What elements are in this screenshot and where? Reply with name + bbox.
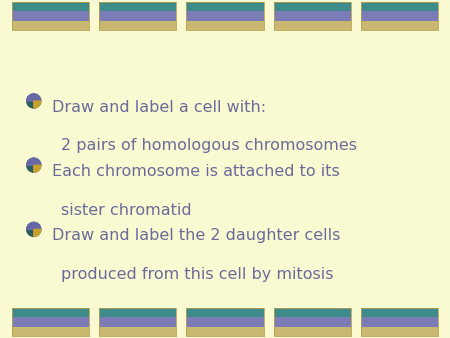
Bar — [361, 308, 438, 336]
Bar — [186, 2, 264, 11]
Bar — [361, 327, 438, 336]
Text: sister chromatid: sister chromatid — [61, 203, 191, 218]
Circle shape — [27, 158, 41, 172]
Text: Each chromosome is attached to its: Each chromosome is attached to its — [52, 164, 339, 179]
Text: produced from this cell by mitosis: produced from this cell by mitosis — [61, 267, 333, 282]
Bar — [186, 21, 264, 30]
Bar — [99, 308, 176, 336]
Bar — [99, 327, 176, 336]
Wedge shape — [27, 158, 41, 165]
Bar — [274, 327, 351, 336]
Bar — [186, 11, 264, 21]
Circle shape — [27, 94, 41, 108]
Bar — [99, 11, 176, 21]
Bar — [274, 11, 351, 21]
Wedge shape — [27, 222, 41, 230]
Circle shape — [27, 222, 41, 236]
Text: Draw and label the 2 daughter cells: Draw and label the 2 daughter cells — [52, 228, 340, 243]
Bar — [361, 317, 438, 327]
Bar — [361, 11, 438, 21]
Bar — [12, 11, 89, 21]
Bar — [186, 308, 264, 317]
Bar — [186, 308, 264, 336]
Text: Draw and label a cell with:: Draw and label a cell with: — [52, 100, 266, 115]
Bar — [12, 2, 89, 30]
Bar — [12, 327, 89, 336]
Wedge shape — [34, 230, 41, 236]
Bar — [12, 308, 89, 336]
Bar — [361, 2, 438, 11]
Bar — [186, 2, 264, 30]
Bar — [361, 2, 438, 30]
Bar — [99, 21, 176, 30]
Bar — [274, 2, 351, 11]
Bar — [186, 317, 264, 327]
Bar — [274, 2, 351, 30]
Wedge shape — [34, 101, 41, 108]
Bar — [12, 2, 89, 11]
Bar — [99, 2, 176, 11]
Bar — [361, 21, 438, 30]
Text: 2 pairs of homologous chromosomes: 2 pairs of homologous chromosomes — [61, 139, 357, 153]
Bar — [274, 308, 351, 317]
Bar — [274, 308, 351, 336]
Wedge shape — [34, 165, 41, 172]
Bar — [186, 327, 264, 336]
Bar — [99, 317, 176, 327]
Bar — [361, 308, 438, 317]
Bar — [99, 308, 176, 317]
Bar — [12, 317, 89, 327]
Bar — [12, 308, 89, 317]
Bar — [12, 21, 89, 30]
Bar — [274, 21, 351, 30]
Bar — [99, 2, 176, 30]
Bar — [274, 317, 351, 327]
Wedge shape — [27, 94, 41, 101]
